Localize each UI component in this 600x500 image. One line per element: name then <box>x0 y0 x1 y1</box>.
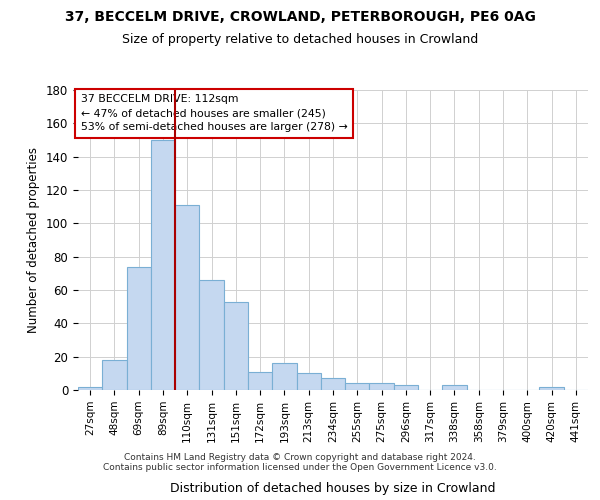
Bar <box>296 374 321 390</box>
Bar <box>175 205 199 390</box>
Text: 37, BECCELM DRIVE, CROWLAND, PETERBOROUGH, PE6 0AG: 37, BECCELM DRIVE, CROWLAND, PETERBOROUG… <box>65 10 535 24</box>
Bar <box>442 385 467 390</box>
Text: 37 BECCELM DRIVE: 112sqm
← 47% of detached houses are smaller (245)
53% of semi-: 37 BECCELM DRIVE: 112sqm ← 47% of detach… <box>80 94 347 132</box>
Y-axis label: Number of detached properties: Number of detached properties <box>28 147 40 333</box>
Bar <box>248 372 272 390</box>
Bar <box>102 360 127 390</box>
Bar <box>539 386 564 390</box>
Text: Distribution of detached houses by size in Crowland: Distribution of detached houses by size … <box>170 482 496 495</box>
Bar <box>321 378 345 390</box>
Bar <box>151 140 175 390</box>
Bar <box>272 364 296 390</box>
Bar <box>199 280 224 390</box>
Bar <box>127 266 151 390</box>
Text: Contains HM Land Registry data © Crown copyright and database right 2024.
Contai: Contains HM Land Registry data © Crown c… <box>103 453 497 472</box>
Bar <box>78 386 102 390</box>
Text: Size of property relative to detached houses in Crowland: Size of property relative to detached ho… <box>122 32 478 46</box>
Bar <box>345 384 370 390</box>
Bar <box>394 385 418 390</box>
Bar <box>370 384 394 390</box>
Bar <box>224 302 248 390</box>
